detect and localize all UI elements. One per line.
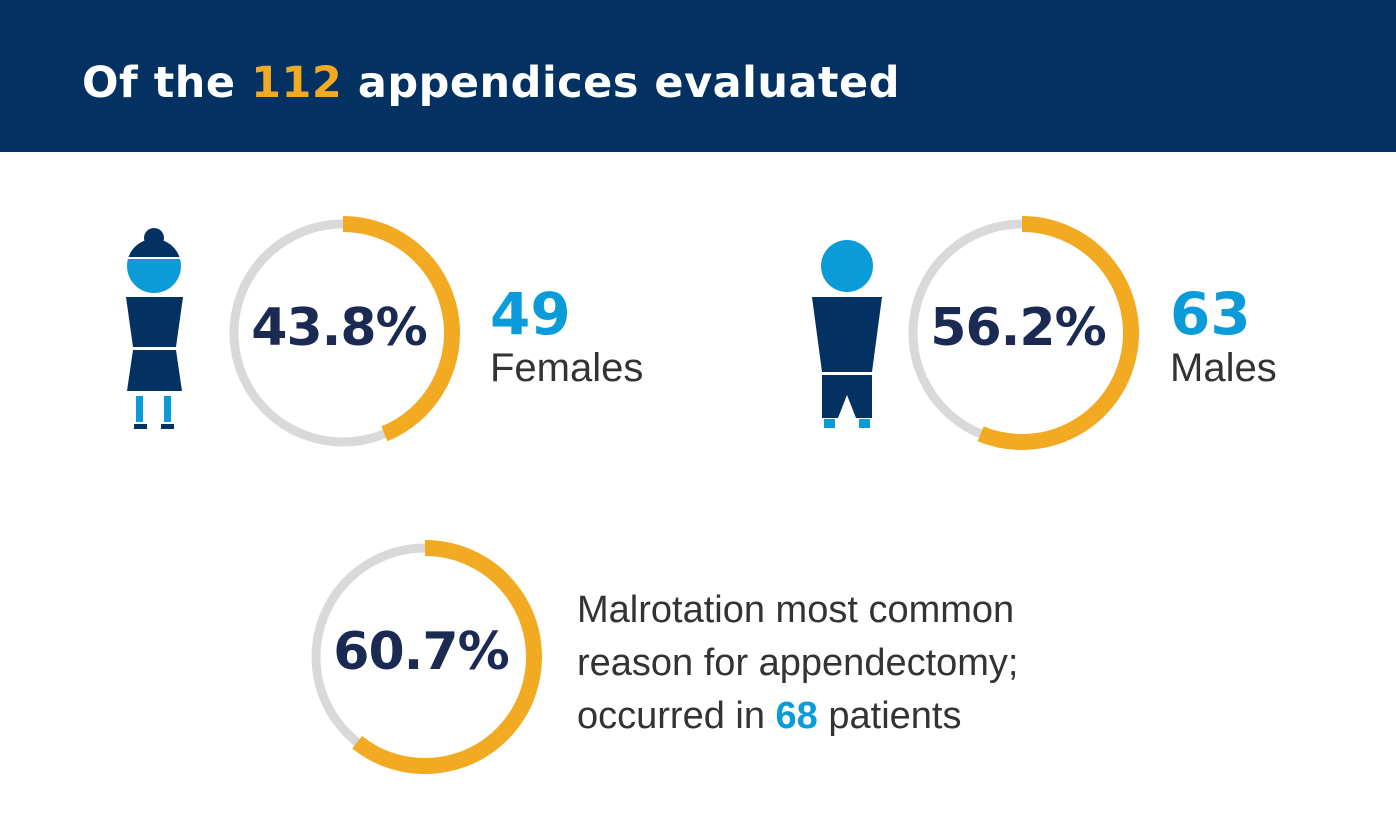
header-banner: Of the 112 appendices evaluated [0, 0, 1396, 152]
description-line: Malrotation most common [577, 589, 1015, 631]
malrotation-percent: 60.7% [333, 622, 509, 682]
male-count: 63 [1170, 280, 1251, 348]
description-line: occurred in 68 patients [577, 690, 1019, 743]
malrotation-description: Malrotation most common reason for appen… [577, 584, 1019, 743]
male-person-icon [812, 240, 882, 428]
total-count: 112 [251, 58, 343, 108]
male-percent: 56.2% [930, 298, 1106, 358]
page-title: Of the 112 appendices evaluated [82, 58, 900, 108]
description-text: occurred in [577, 695, 765, 737]
male-ring-value-arc [977, 216, 1139, 450]
female-count: 49 [490, 280, 571, 348]
female-label: Females [490, 346, 644, 390]
title-text: appendices evaluated [357, 58, 900, 108]
description-text: patients [828, 695, 962, 737]
female-ring-value-arc [342, 216, 460, 442]
male-label: Males [1170, 346, 1277, 390]
malrotation-count: 68 [775, 695, 818, 737]
female-person-icon [126, 228, 183, 429]
female-percent: 43.8% [251, 298, 427, 358]
description-line: reason for appendectomy; [577, 642, 1019, 684]
malrotation-ring-value-arc [352, 540, 542, 774]
title-text: Of the [82, 58, 236, 108]
